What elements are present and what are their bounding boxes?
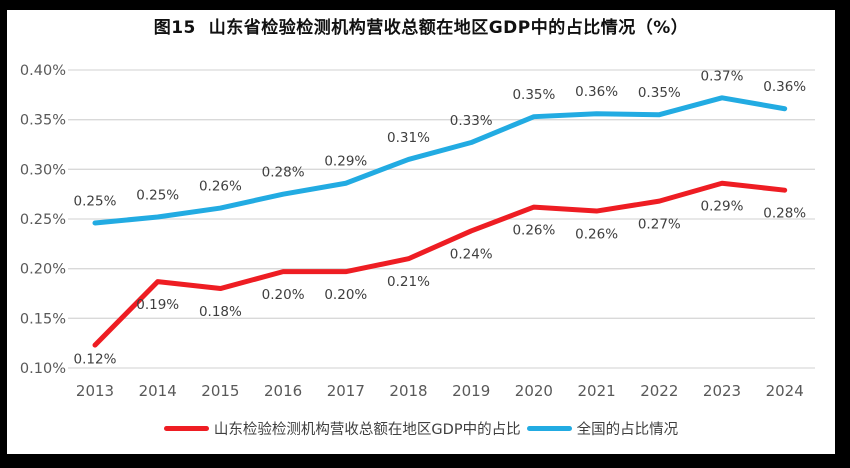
x-tick-label: 2013 [76,382,114,400]
chart-legend: 山东检验检测机构营收总额在地区GDP中的占比 全国的占比情况 [7,418,835,438]
legend-label-shandong: 山东检验检测机构营收总额在地区GDP中的占比 [213,421,521,438]
x-tick-label: 2014 [139,382,177,400]
legend-item-shandong: 山东检验检测机构营收总额在地区GDP中的占比 [163,418,521,439]
x-tick-label: 2022 [640,382,678,400]
data-label: 0.20% [324,287,367,303]
x-tick-label: 2019 [452,382,490,400]
blue-line-swatch [526,425,572,431]
y-tick-label: 0.30% [20,162,66,178]
line-chart: 0.40% 0.35% 0.30% 0.25% 0.20% 0.15% 0.10% 2013 2… [20,63,815,400]
y-tick-label: 0.15% [20,311,66,327]
x-tick-label: 2023 [703,382,741,400]
x-tick-label: 2016 [264,382,302,400]
data-label: 0.26% [199,179,242,195]
data-label: 0.12% [74,352,117,368]
data-label: 0.35% [638,85,681,101]
y-tick-label: 0.25% [20,212,66,228]
chart-title: 图15 山东省检验检测机构营收总额在地区GDP中的占比情况（%） [153,18,689,38]
data-label: 0.28% [763,206,806,222]
y-tick-label: 0.20% [20,262,66,278]
x-tick-label: 2017 [327,382,365,400]
data-label: 0.29% [324,154,367,170]
data-label: 0.33% [450,113,493,129]
data-label: 0.37% [701,68,744,84]
x-tick-label: 2020 [515,382,553,400]
legend-label-national: 全国的占比情况 [576,421,679,438]
data-label: 0.24% [450,246,493,262]
series-line-1 [92,95,788,226]
data-label: 0.28% [262,165,305,181]
data-label: 0.27% [638,217,681,233]
data-label: 0.29% [701,199,744,215]
data-label: 0.36% [575,84,618,100]
data-label: 0.35% [512,87,555,103]
data-label: 0.31% [387,130,430,146]
chart-canvas: 图15 山东省检验检测机构营收总额在地区GDP中的占比情况（%） 0.40% 0.… [7,10,835,454]
data-label: 0.25% [136,188,179,204]
legend-item-national: 全国的占比情况 [526,418,679,439]
x-tick-label: 2024 [766,382,804,400]
red-line-swatch [163,425,209,431]
y-tick-label: 0.35% [20,113,66,129]
data-label: 0.18% [199,304,242,320]
x-tick-label: 2015 [201,382,239,400]
data-label: 0.19% [136,297,179,313]
x-tick-label: 2021 [578,382,616,400]
series-line-0 [92,180,788,348]
data-label: 0.20% [262,287,305,303]
data-label: 0.36% [763,79,806,95]
y-tick-label: 0.10% [20,361,66,377]
data-label: 0.25% [74,193,117,209]
data-label: 0.26% [512,223,555,239]
x-tick-label: 2018 [389,382,427,400]
y-tick-label: 0.40% [20,63,66,79]
data-label: 0.26% [575,227,618,243]
data-label: 0.21% [387,274,430,290]
